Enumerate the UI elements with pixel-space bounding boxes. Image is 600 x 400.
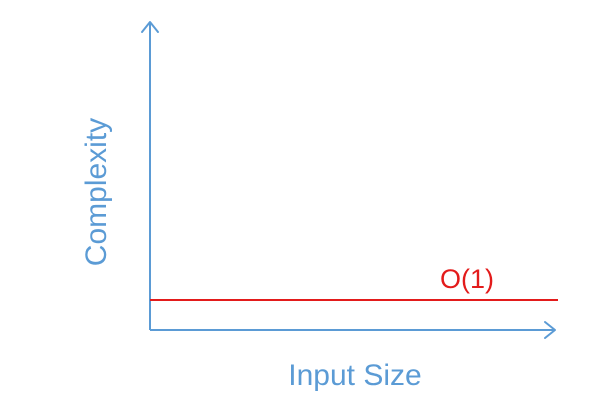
x-axis-arrowhead-icon (544, 321, 556, 339)
y-axis-label: Complexity (80, 118, 113, 266)
series-layer: O(1) (150, 264, 558, 301)
x-axis-label: Input Size (288, 359, 421, 392)
series-label-0: O(1) (440, 264, 494, 294)
y-axis-arrowhead-icon (141, 21, 159, 33)
